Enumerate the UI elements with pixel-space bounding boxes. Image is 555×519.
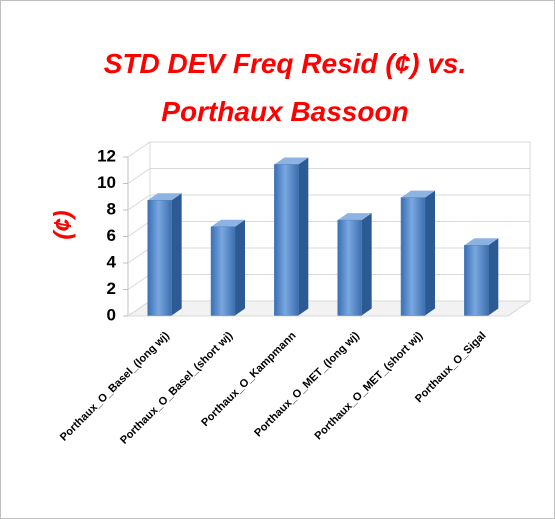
bar-top	[337, 213, 372, 221]
grid-line	[127, 141, 530, 158]
bar	[464, 245, 489, 316]
y-tick-label: 10	[97, 173, 116, 192]
bar	[337, 219, 362, 316]
bar-top	[401, 190, 435, 198]
bar	[274, 164, 299, 316]
bar	[400, 197, 426, 316]
y-axis-label: (¢)	[49, 210, 76, 239]
bar	[210, 226, 236, 316]
grid-line	[127, 194, 530, 211]
bar	[147, 199, 172, 316]
chart-title: STD DEV Freq Resid (¢) vs. Porthaux Bass…	[103, 48, 467, 127]
y-tick-label: 6	[107, 226, 116, 245]
y-tick-label: 2	[107, 279, 116, 298]
bar-side	[298, 157, 309, 316]
bar-top	[211, 219, 245, 227]
bar-side	[361, 213, 372, 316]
bar-side	[425, 190, 435, 316]
y-tick-label: 8	[107, 199, 116, 218]
bar-top	[274, 157, 309, 165]
grid-line	[127, 168, 530, 184]
y-tick-label: 0	[107, 305, 116, 324]
bar-top	[147, 193, 182, 201]
bar-side	[488, 238, 499, 316]
bar-top	[464, 238, 499, 246]
bar-side	[171, 193, 182, 316]
y-tick-label: 12	[97, 146, 116, 165]
bar-side	[235, 219, 245, 316]
y-tick-label: 4	[107, 252, 117, 271]
